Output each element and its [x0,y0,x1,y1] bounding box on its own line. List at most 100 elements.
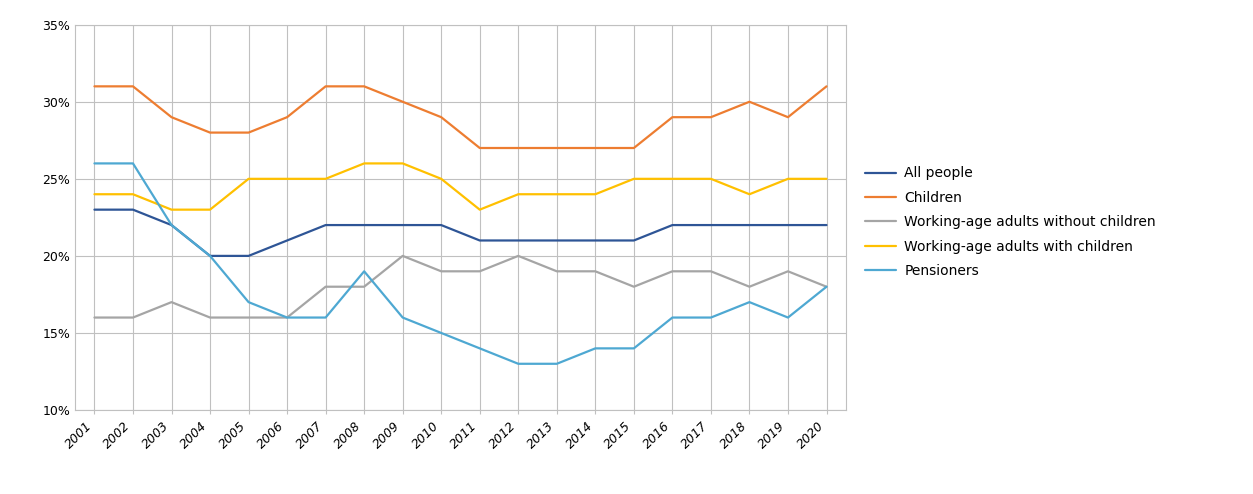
All people [511,238,526,244]
Working-age adults without children [279,315,294,321]
Pensioners [434,330,449,336]
Working-age adults without children [125,315,140,321]
Children [549,145,564,151]
Working-age adults with children [318,176,333,182]
Working-age adults without children [164,299,179,305]
Working-age adults with children [395,161,410,166]
Children [241,129,256,135]
Children [665,114,680,120]
Pensioners [665,315,680,321]
Working-age adults without children [819,284,834,289]
All people [703,222,718,228]
Pensioners [703,315,718,321]
Children [434,114,449,120]
All people [626,238,642,244]
Working-age adults with children [241,176,256,182]
Pensioners [588,345,603,351]
Working-age adults with children [549,191,564,197]
Working-age adults without children [781,268,796,274]
Working-age adults with children [626,176,642,182]
Working-age adults with children [357,161,372,166]
Line: Pensioners: Pensioners [94,164,827,364]
All people [549,238,564,244]
Working-age adults with children [781,176,796,182]
All people [279,238,294,244]
Pensioners [819,284,834,289]
Working-age adults with children [742,191,757,197]
Children [395,99,410,105]
Working-age adults with children [164,206,179,212]
Working-age adults without children [626,284,642,289]
Line: All people: All people [94,209,827,256]
Pensioners [279,315,294,321]
Pensioners [318,315,333,321]
All people [781,222,796,228]
All people [241,253,256,259]
Pensioners [164,222,179,228]
Legend: All people, Children, Working-age adults without children, Working-age adults wi: All people, Children, Working-age adults… [866,166,1155,278]
Working-age adults with children [125,191,140,197]
Children [164,114,179,120]
Children [742,99,757,105]
Working-age adults without children [588,268,603,274]
Pensioners [86,161,101,166]
Working-age adults without children [549,268,564,274]
All people [665,222,680,228]
Pensioners [472,345,487,351]
All people [164,222,179,228]
Children [318,83,333,89]
Pensioners [125,161,140,166]
Working-age adults with children [86,191,101,197]
Working-age adults without children [511,253,526,259]
Working-age adults without children [357,284,372,289]
Working-age adults without children [742,284,757,289]
All people [203,253,218,259]
Working-age adults without children [472,268,487,274]
All people [395,222,410,228]
Working-age adults with children [511,191,526,197]
All people [819,222,834,228]
Working-age adults with children [588,191,603,197]
Working-age adults without children [86,315,101,321]
Children [472,145,487,151]
Children [86,83,101,89]
Working-age adults without children [703,268,718,274]
Children [781,114,796,120]
Pensioners [626,345,642,351]
All people [318,222,333,228]
Working-age adults without children [241,315,256,321]
Pensioners [395,315,410,321]
Working-age adults with children [203,206,218,212]
Children [819,83,834,89]
Working-age adults without children [395,253,410,259]
Working-age adults without children [434,268,449,274]
All people [434,222,449,228]
All people [86,206,101,212]
Working-age adults without children [665,268,680,274]
Pensioners [742,299,757,305]
All people [472,238,487,244]
Line: Working-age adults with children: Working-age adults with children [94,164,827,209]
Working-age adults with children [703,176,718,182]
Pensioners [203,253,218,259]
Working-age adults with children [434,176,449,182]
Working-age adults with children [279,176,294,182]
Children [626,145,642,151]
All people [742,222,757,228]
Working-age adults without children [318,284,333,289]
Children [279,114,294,120]
Children [588,145,603,151]
Pensioners [549,361,564,367]
Children [703,114,718,120]
Children [511,145,526,151]
Working-age adults without children [203,315,218,321]
All people [357,222,372,228]
All people [125,206,140,212]
Children [203,129,218,135]
Working-age adults with children [665,176,680,182]
Working-age adults with children [819,176,834,182]
Line: Working-age adults without children: Working-age adults without children [94,256,827,318]
All people [588,238,603,244]
Pensioners [357,268,372,274]
Children [125,83,140,89]
